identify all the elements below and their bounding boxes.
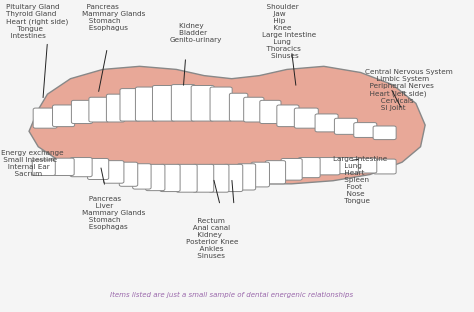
Polygon shape — [29, 66, 425, 184]
FancyBboxPatch shape — [223, 164, 243, 192]
FancyBboxPatch shape — [120, 89, 141, 121]
Text: Rectum
   Anal canal
     Kidney
Posterior Knee
      Ankles
     Sinuses: Rectum Anal canal Kidney Posterior Knee … — [186, 218, 238, 259]
FancyBboxPatch shape — [265, 161, 286, 184]
FancyBboxPatch shape — [251, 162, 269, 187]
FancyBboxPatch shape — [191, 85, 214, 121]
FancyBboxPatch shape — [146, 164, 165, 191]
FancyBboxPatch shape — [160, 164, 180, 192]
FancyBboxPatch shape — [315, 114, 338, 132]
FancyBboxPatch shape — [89, 97, 109, 122]
FancyBboxPatch shape — [281, 158, 302, 180]
Text: Pancreas
      Liver
Mammary Glands
   Stomach
   Esophagas: Pancreas Liver Mammary Glands Stomach Es… — [82, 196, 146, 230]
Text: Pancreas
Mammary Glands
   Stomach
   Esophagus: Pancreas Mammary Glands Stomach Esophagu… — [82, 4, 146, 32]
Text: Pituitary Gland
Thyroid Gland
Heart (right side)
     Tongue
  Intestines: Pituitary Gland Thyroid Gland Heart (rig… — [6, 4, 68, 39]
FancyBboxPatch shape — [88, 158, 109, 179]
FancyBboxPatch shape — [277, 105, 299, 127]
FancyBboxPatch shape — [294, 108, 319, 128]
FancyBboxPatch shape — [373, 126, 396, 139]
Text: Energy exchange
 Small Intestine
   Internal Ear
      Sacrum: Energy exchange Small Intestine Internal… — [1, 150, 64, 177]
FancyBboxPatch shape — [210, 87, 232, 121]
FancyBboxPatch shape — [104, 161, 124, 183]
FancyBboxPatch shape — [354, 123, 377, 138]
FancyBboxPatch shape — [53, 105, 74, 127]
FancyBboxPatch shape — [51, 158, 74, 175]
FancyBboxPatch shape — [237, 164, 255, 190]
FancyBboxPatch shape — [229, 93, 248, 121]
FancyBboxPatch shape — [335, 158, 358, 173]
FancyBboxPatch shape — [32, 160, 55, 175]
FancyBboxPatch shape — [33, 108, 57, 128]
FancyBboxPatch shape — [172, 85, 195, 121]
FancyBboxPatch shape — [260, 100, 281, 124]
FancyBboxPatch shape — [373, 159, 396, 174]
FancyBboxPatch shape — [133, 164, 151, 189]
Text: Items listed are just a small sample of dental energenic relationships: Items listed are just a small sample of … — [110, 292, 353, 298]
FancyBboxPatch shape — [354, 158, 377, 173]
FancyBboxPatch shape — [136, 87, 157, 121]
FancyBboxPatch shape — [106, 94, 125, 122]
FancyBboxPatch shape — [298, 158, 320, 178]
Text: Kidney
    Bladder
Genito-urinary: Kidney Bladder Genito-urinary — [170, 23, 222, 43]
FancyBboxPatch shape — [72, 100, 92, 124]
FancyBboxPatch shape — [70, 158, 92, 177]
FancyBboxPatch shape — [335, 118, 357, 134]
Text: Large Intestine
     Lung
     Heart
     Spleen
      Foot
      Nose
     Tong: Large Intestine Lung Heart Spleen Foot N… — [333, 156, 387, 204]
FancyBboxPatch shape — [153, 85, 175, 121]
FancyBboxPatch shape — [244, 97, 264, 122]
FancyBboxPatch shape — [209, 164, 229, 192]
FancyBboxPatch shape — [119, 162, 138, 186]
FancyBboxPatch shape — [317, 158, 340, 175]
Text: Central Nervous System
     Limbic System
  Peripheral Nerves
  Heart (left side: Central Nervous System Limbic System Per… — [365, 69, 453, 111]
Text: Shoulder
     Jaw
     Hip
     Knee
Large Intestine
     Lung
  Thoracics
    S: Shoulder Jaw Hip Knee Large Intestine Lu… — [262, 4, 316, 60]
FancyBboxPatch shape — [192, 164, 214, 192]
FancyBboxPatch shape — [176, 164, 197, 192]
